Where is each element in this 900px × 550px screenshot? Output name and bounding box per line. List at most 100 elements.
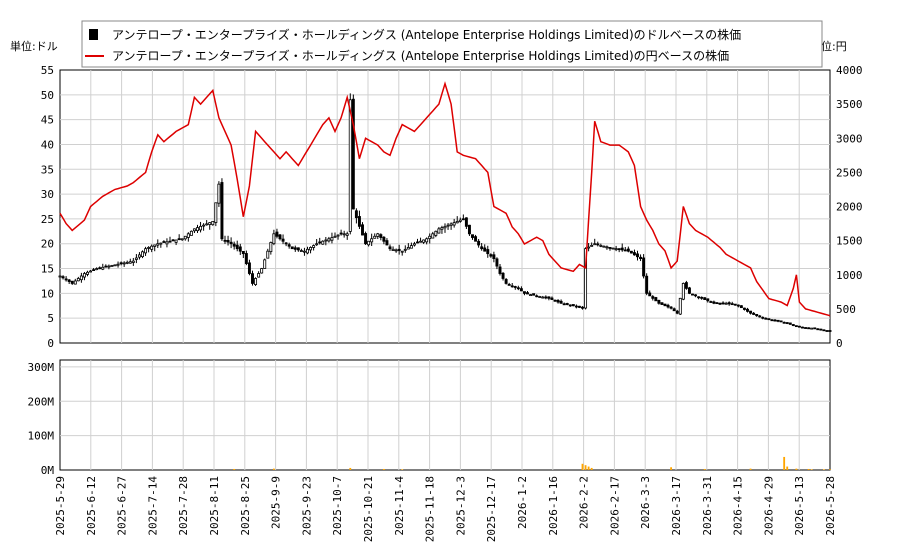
candle-body [788,322,792,325]
candle-body [474,236,478,242]
y-right-tick-label: 1500 [836,235,863,248]
candle-body [156,243,160,246]
candle-body [361,224,364,236]
candle-body [718,302,722,305]
candle-body [183,235,187,240]
candle-body [306,248,309,254]
candle-body [144,248,148,254]
volume-bar [233,468,236,470]
candle-body [174,239,178,243]
candle-body [522,291,526,294]
candle-body [467,224,471,235]
x-tick-label: 2025-7-14 [146,476,159,536]
candle-body [755,313,759,317]
candle-body [70,280,74,284]
candle-body [571,304,575,307]
y-right-tick-label: 1000 [836,269,863,282]
volume-y-tick-label: 0M [41,464,55,477]
candle-body [767,318,771,321]
candle-body [700,296,704,299]
x-tick-label: 2025-11-4 [393,476,406,536]
volume-bar [584,465,587,470]
candle-body [412,243,416,246]
x-tick-label: 2026-5-28 [824,476,837,536]
candle-body [89,270,93,273]
candle-body [180,238,184,241]
candle-body [409,245,413,249]
candle-body [177,238,181,241]
candle-body [544,296,548,299]
candle-body [247,262,251,274]
candle-body [510,285,514,288]
candle-body [443,225,447,229]
candle-body [651,296,655,299]
candle-body [416,241,419,244]
candle-body [596,243,600,246]
candle-body [446,224,450,227]
candle-body [336,234,340,237]
candle-body [208,222,212,225]
candle-body [397,248,401,251]
candle-body [302,250,306,253]
volume-bar [382,468,385,470]
candle-body [715,302,719,305]
y-left-tick-label: 20 [41,238,54,251]
x-tick-label: 2025-6-27 [116,476,129,536]
volume-bar [749,468,752,470]
candle-body [611,247,615,250]
candle-body [471,234,474,238]
candle-body [678,297,682,315]
candle-body [287,244,291,247]
candle-body [422,239,426,243]
y-right-tick-label: 3500 [836,98,863,111]
candle-body [623,249,627,252]
price-panel: 0 5 10 15 20 25 30 35 40 45 50 55 0 500 1000 1500 2000 25… [41,64,863,350]
candle-body [584,248,588,309]
candle-body [367,240,371,246]
volume-bar [795,468,798,470]
candle-body [593,243,597,246]
candle-body [211,220,215,226]
volume-bar [670,467,673,470]
candle-body [64,278,68,281]
candle-body [284,242,288,245]
candle-body [532,293,536,296]
candle-body [260,268,264,274]
candle-body [828,330,832,332]
candle-body [67,279,71,282]
candle-body [437,228,441,234]
y-left-tick-label: 50 [41,89,54,102]
y-left-tick-label: 55 [41,64,54,77]
candle-body [639,256,643,260]
candle-body [388,246,392,250]
candle-body [394,249,398,252]
candle-body [691,293,694,296]
x-tick-label: 2025-11-18 [424,476,437,542]
y-left-tick-label: 15 [41,263,54,276]
candle-body [538,296,542,298]
candle-body [92,269,96,272]
candle-body [449,223,453,226]
candle-body [299,250,303,252]
legend: アンテロープ・エンタープライズ・ホールディングス (Antelope Enter… [81,20,823,68]
candle-body [559,300,563,304]
candle-body [773,319,777,322]
candle-body [495,258,499,267]
legend-usd-label: アンテロープ・エンタープライズ・ホールディングス (Antelope Enter… [112,27,741,42]
candle-body [403,248,407,251]
left-unit-label: 単位:ドル [10,39,58,53]
x-tick-label: 2025-5-29 [54,476,67,536]
candle-body [376,233,380,237]
candle-body [529,294,533,297]
candle-body [321,240,325,245]
candle-body [107,265,111,268]
candle-body [541,296,545,299]
candle-body [434,230,438,236]
candle-body [749,310,753,314]
candle-body [159,242,163,245]
y-left-tick-label: 45 [41,114,54,127]
candle-body [238,246,242,252]
candle-body [168,240,172,243]
candle-body [816,328,820,331]
candle-body [272,233,276,245]
